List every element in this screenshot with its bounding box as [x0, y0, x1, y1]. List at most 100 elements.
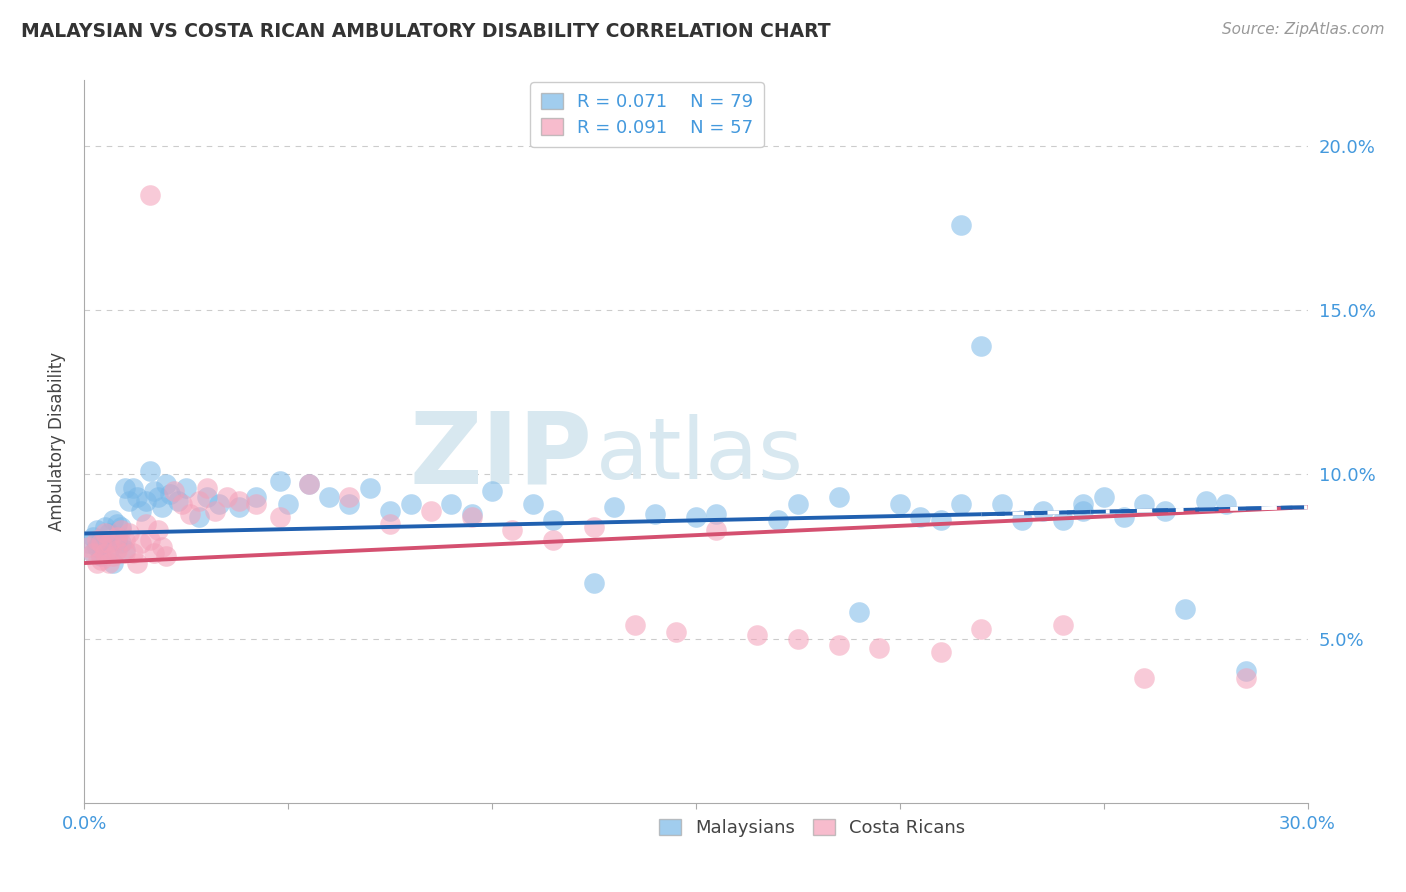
Point [187, 493, 209, 508]
Point [114, 546, 136, 560]
Point [110, 520, 132, 534]
Point [93, 536, 115, 550]
Point [848, 605, 870, 619]
Point [77, 540, 100, 554]
Point [127, 556, 149, 570]
Point [970, 339, 993, 353]
Point [685, 510, 707, 524]
Point [665, 625, 688, 640]
Point [869, 641, 891, 656]
Point [1073, 503, 1095, 517]
Point [97, 556, 120, 570]
Point [195, 481, 218, 495]
Point [159, 487, 181, 501]
Point [82, 546, 104, 560]
Point [420, 503, 443, 517]
Legend: Malaysians, Costa Ricans: Malaysians, Costa Ricans [652, 812, 973, 845]
Point [318, 491, 340, 505]
Point [138, 533, 160, 547]
Point [583, 575, 606, 590]
Point [204, 503, 226, 517]
Point [766, 513, 789, 527]
Point [1011, 513, 1033, 527]
Point [1114, 510, 1136, 524]
Point [105, 533, 128, 547]
Point [603, 500, 626, 515]
Point [787, 632, 810, 646]
Point [90, 553, 112, 567]
Point [399, 497, 422, 511]
Point [208, 497, 231, 511]
Point [82, 530, 104, 544]
Point [747, 628, 769, 642]
Point [122, 546, 145, 560]
Point [828, 491, 851, 505]
Point [131, 536, 153, 550]
Point [889, 497, 911, 511]
Point [245, 491, 267, 505]
Point [644, 507, 666, 521]
Point [150, 500, 173, 515]
Point [1032, 503, 1054, 517]
Point [950, 497, 973, 511]
Point [522, 497, 544, 511]
Point [150, 540, 173, 554]
Point [217, 491, 239, 505]
Point [93, 520, 115, 534]
Point [90, 549, 112, 564]
Point [163, 483, 186, 498]
Text: MALAYSIAN VS COSTA RICAN AMBULATORY DISABILITY CORRELATION CHART: MALAYSIAN VS COSTA RICAN AMBULATORY DISA… [21, 22, 831, 41]
Point [101, 556, 124, 570]
Point [86, 523, 108, 537]
Point [543, 513, 565, 527]
Point [1195, 493, 1218, 508]
Point [1052, 513, 1074, 527]
Point [135, 516, 157, 531]
Point [110, 523, 132, 537]
Text: ZIP: ZIP [409, 408, 592, 505]
Point [146, 523, 169, 537]
Point [118, 526, 141, 541]
Point [543, 533, 565, 547]
Point [828, 638, 851, 652]
Point [583, 520, 606, 534]
Point [339, 491, 361, 505]
Point [228, 493, 250, 508]
Point [380, 516, 402, 531]
Point [277, 497, 299, 511]
Point [122, 481, 145, 495]
Point [298, 477, 321, 491]
Point [90, 536, 112, 550]
Point [706, 523, 728, 537]
Point [142, 546, 165, 560]
Point [174, 481, 197, 495]
Point [131, 503, 153, 517]
Point [1236, 671, 1258, 685]
Point [93, 546, 115, 560]
Point [1052, 618, 1074, 632]
Point [1174, 602, 1197, 616]
Point [97, 536, 120, 550]
Point [787, 497, 810, 511]
Point [146, 491, 169, 505]
Point [86, 533, 108, 547]
Point [97, 526, 120, 541]
Point [950, 218, 973, 232]
Point [269, 474, 291, 488]
Point [135, 493, 157, 508]
Point [1133, 497, 1156, 511]
Point [929, 513, 952, 527]
Point [502, 523, 524, 537]
Point [90, 533, 112, 547]
Point [105, 516, 128, 531]
Text: atlas: atlas [596, 415, 804, 498]
Point [970, 622, 993, 636]
Point [138, 188, 160, 202]
Point [167, 493, 190, 508]
Point [114, 481, 136, 495]
Text: Source: ZipAtlas.com: Source: ZipAtlas.com [1222, 22, 1385, 37]
Point [101, 513, 124, 527]
Point [187, 510, 209, 524]
Point [101, 549, 124, 564]
Point [359, 481, 381, 495]
